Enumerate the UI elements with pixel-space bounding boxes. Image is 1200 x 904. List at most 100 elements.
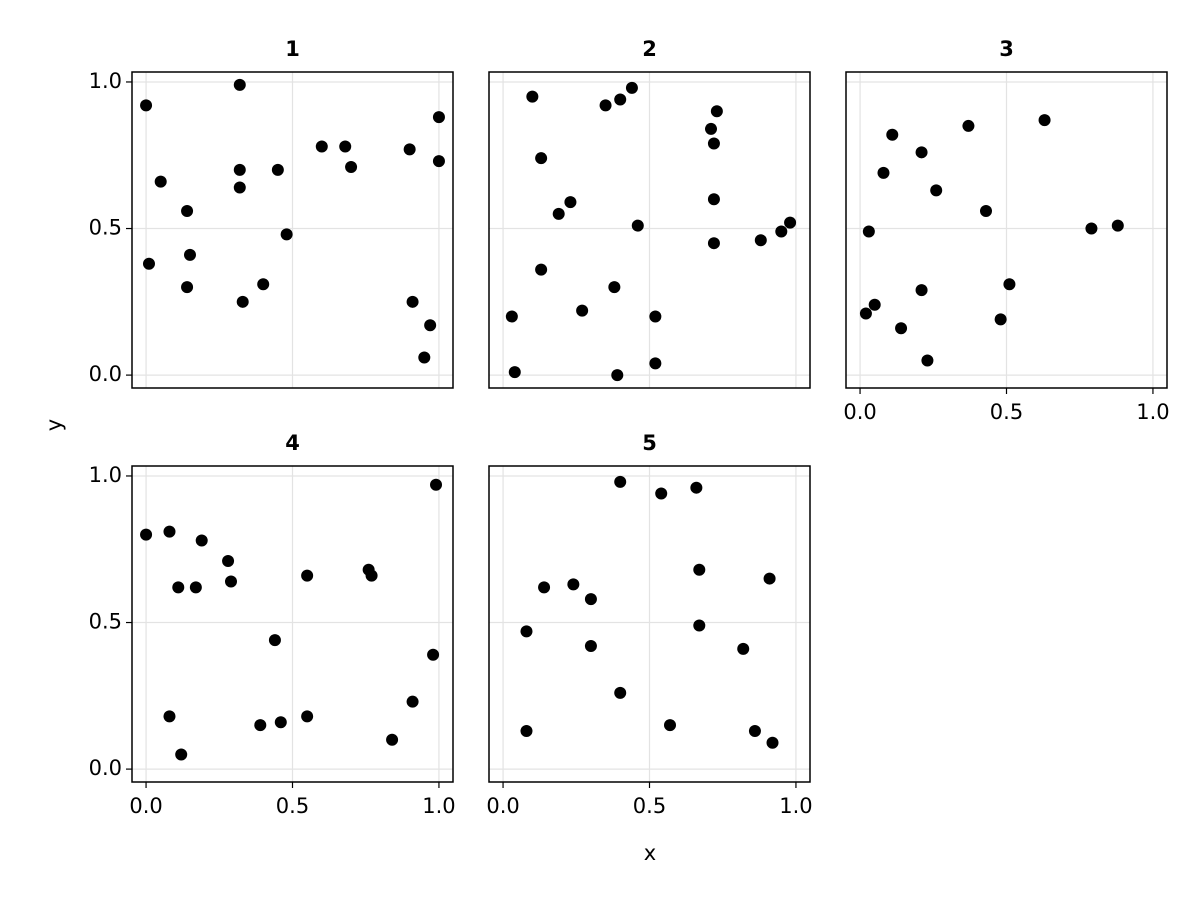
scatter-point	[784, 216, 797, 229]
scatter-point	[345, 160, 358, 173]
scatter-point	[301, 569, 314, 582]
scatter-point	[432, 155, 445, 168]
plot-frame	[488, 71, 811, 389]
scatter-point	[432, 111, 445, 124]
scatter-point	[599, 99, 612, 112]
scatter-point	[611, 369, 624, 382]
scatter-point	[567, 578, 580, 591]
scatter-point	[142, 257, 155, 270]
x-tick-label: 0.0	[843, 400, 876, 424]
scatter-point	[315, 140, 328, 153]
x-axis-label: x	[644, 841, 656, 865]
scatter-point	[766, 736, 779, 749]
panel: 3 0.0 0.5 1.0	[843, 37, 1169, 424]
scatter-point	[649, 357, 662, 370]
plot-frame	[131, 465, 454, 783]
scatter-point	[915, 146, 928, 159]
scatter-point	[994, 313, 1007, 326]
scatter-point	[427, 648, 440, 661]
scatter-point	[280, 228, 293, 241]
scatter-point	[222, 554, 235, 567]
scatter-point	[386, 733, 399, 746]
scatter-point	[614, 93, 627, 106]
panel-title: 4	[285, 431, 300, 455]
scatter-point	[693, 619, 706, 632]
scatter-point	[140, 528, 153, 541]
scatter-point	[520, 724, 533, 737]
scatter-point	[576, 304, 589, 317]
scatter-point	[406, 295, 419, 308]
scatter-point	[271, 163, 284, 176]
scatter-point	[535, 263, 548, 276]
scatter-point	[233, 181, 246, 194]
scatter-point	[236, 295, 249, 308]
scatter-point	[979, 204, 992, 217]
scatter-point	[1085, 222, 1098, 235]
y-tick-label: 1.0	[89, 69, 122, 93]
panel: 5 0.0 0.5 1.0	[486, 431, 812, 818]
scatter-point	[690, 481, 703, 494]
scatter-point	[508, 366, 521, 379]
scatter-point	[886, 128, 899, 141]
scatter-point	[224, 575, 237, 588]
scatter-point	[614, 475, 627, 488]
scatter-point	[584, 639, 597, 652]
scatter-point	[233, 78, 246, 91]
scatter-point	[163, 525, 176, 538]
scatter-point	[754, 234, 767, 247]
scatter-point	[406, 695, 419, 708]
plot-frame	[488, 465, 811, 783]
y-tick-label: 0.0	[89, 362, 122, 386]
scatter-point	[895, 322, 908, 335]
scatter-point	[172, 581, 185, 594]
scatter-point	[183, 248, 196, 261]
x-tick-label: 0.0	[486, 794, 519, 818]
scatter-point	[520, 625, 533, 638]
scatter-point	[538, 581, 551, 594]
y-tick-label: 0.5	[89, 610, 122, 634]
scatter-point	[707, 237, 720, 250]
scatter-point	[877, 166, 890, 179]
scatter-point	[365, 569, 378, 582]
scatter-point	[424, 319, 437, 332]
scatter-point	[862, 225, 875, 238]
x-tick-label: 0.5	[276, 794, 309, 818]
plot-frame	[131, 71, 454, 389]
scatter-point	[868, 298, 881, 311]
x-tick-label: 1.0	[422, 794, 455, 818]
scatter-point	[748, 724, 761, 737]
scatter-point	[921, 354, 934, 367]
scatter-point	[930, 184, 943, 197]
scatter-point	[418, 351, 431, 364]
scatter-point	[181, 204, 194, 217]
scatter-point	[655, 487, 668, 500]
y-tick-label: 0.5	[89, 216, 122, 240]
scatter-point	[664, 719, 677, 732]
scatter-point	[707, 137, 720, 150]
scatter-point	[552, 207, 565, 220]
scatter-point	[775, 225, 788, 238]
scatter-point	[257, 278, 270, 291]
x-tick-label: 0.0	[129, 794, 162, 818]
scatter-point	[564, 196, 577, 209]
scatter-point	[175, 748, 188, 761]
panel: 2	[488, 37, 811, 389]
scatter-point	[1038, 114, 1051, 127]
scatter-point	[535, 152, 548, 165]
panel: 1 0.0 0.5 1.0	[89, 37, 454, 389]
scatter-point	[181, 281, 194, 294]
scatter-point	[631, 219, 644, 232]
scatter-point	[915, 284, 928, 297]
scatter-point	[505, 310, 518, 323]
scatter-point	[763, 572, 776, 585]
panel: 4 0.0 0.5 1.0 0.0 0.5 1.0	[89, 431, 456, 818]
panel-title: 5	[642, 431, 657, 455]
scatter-point	[154, 175, 167, 188]
scatter-point	[859, 307, 872, 320]
scatter-point	[705, 122, 718, 135]
scatter-point	[608, 281, 621, 294]
scatter-point	[1111, 219, 1124, 232]
scatter-point	[339, 140, 352, 153]
scatter-point	[614, 686, 627, 699]
